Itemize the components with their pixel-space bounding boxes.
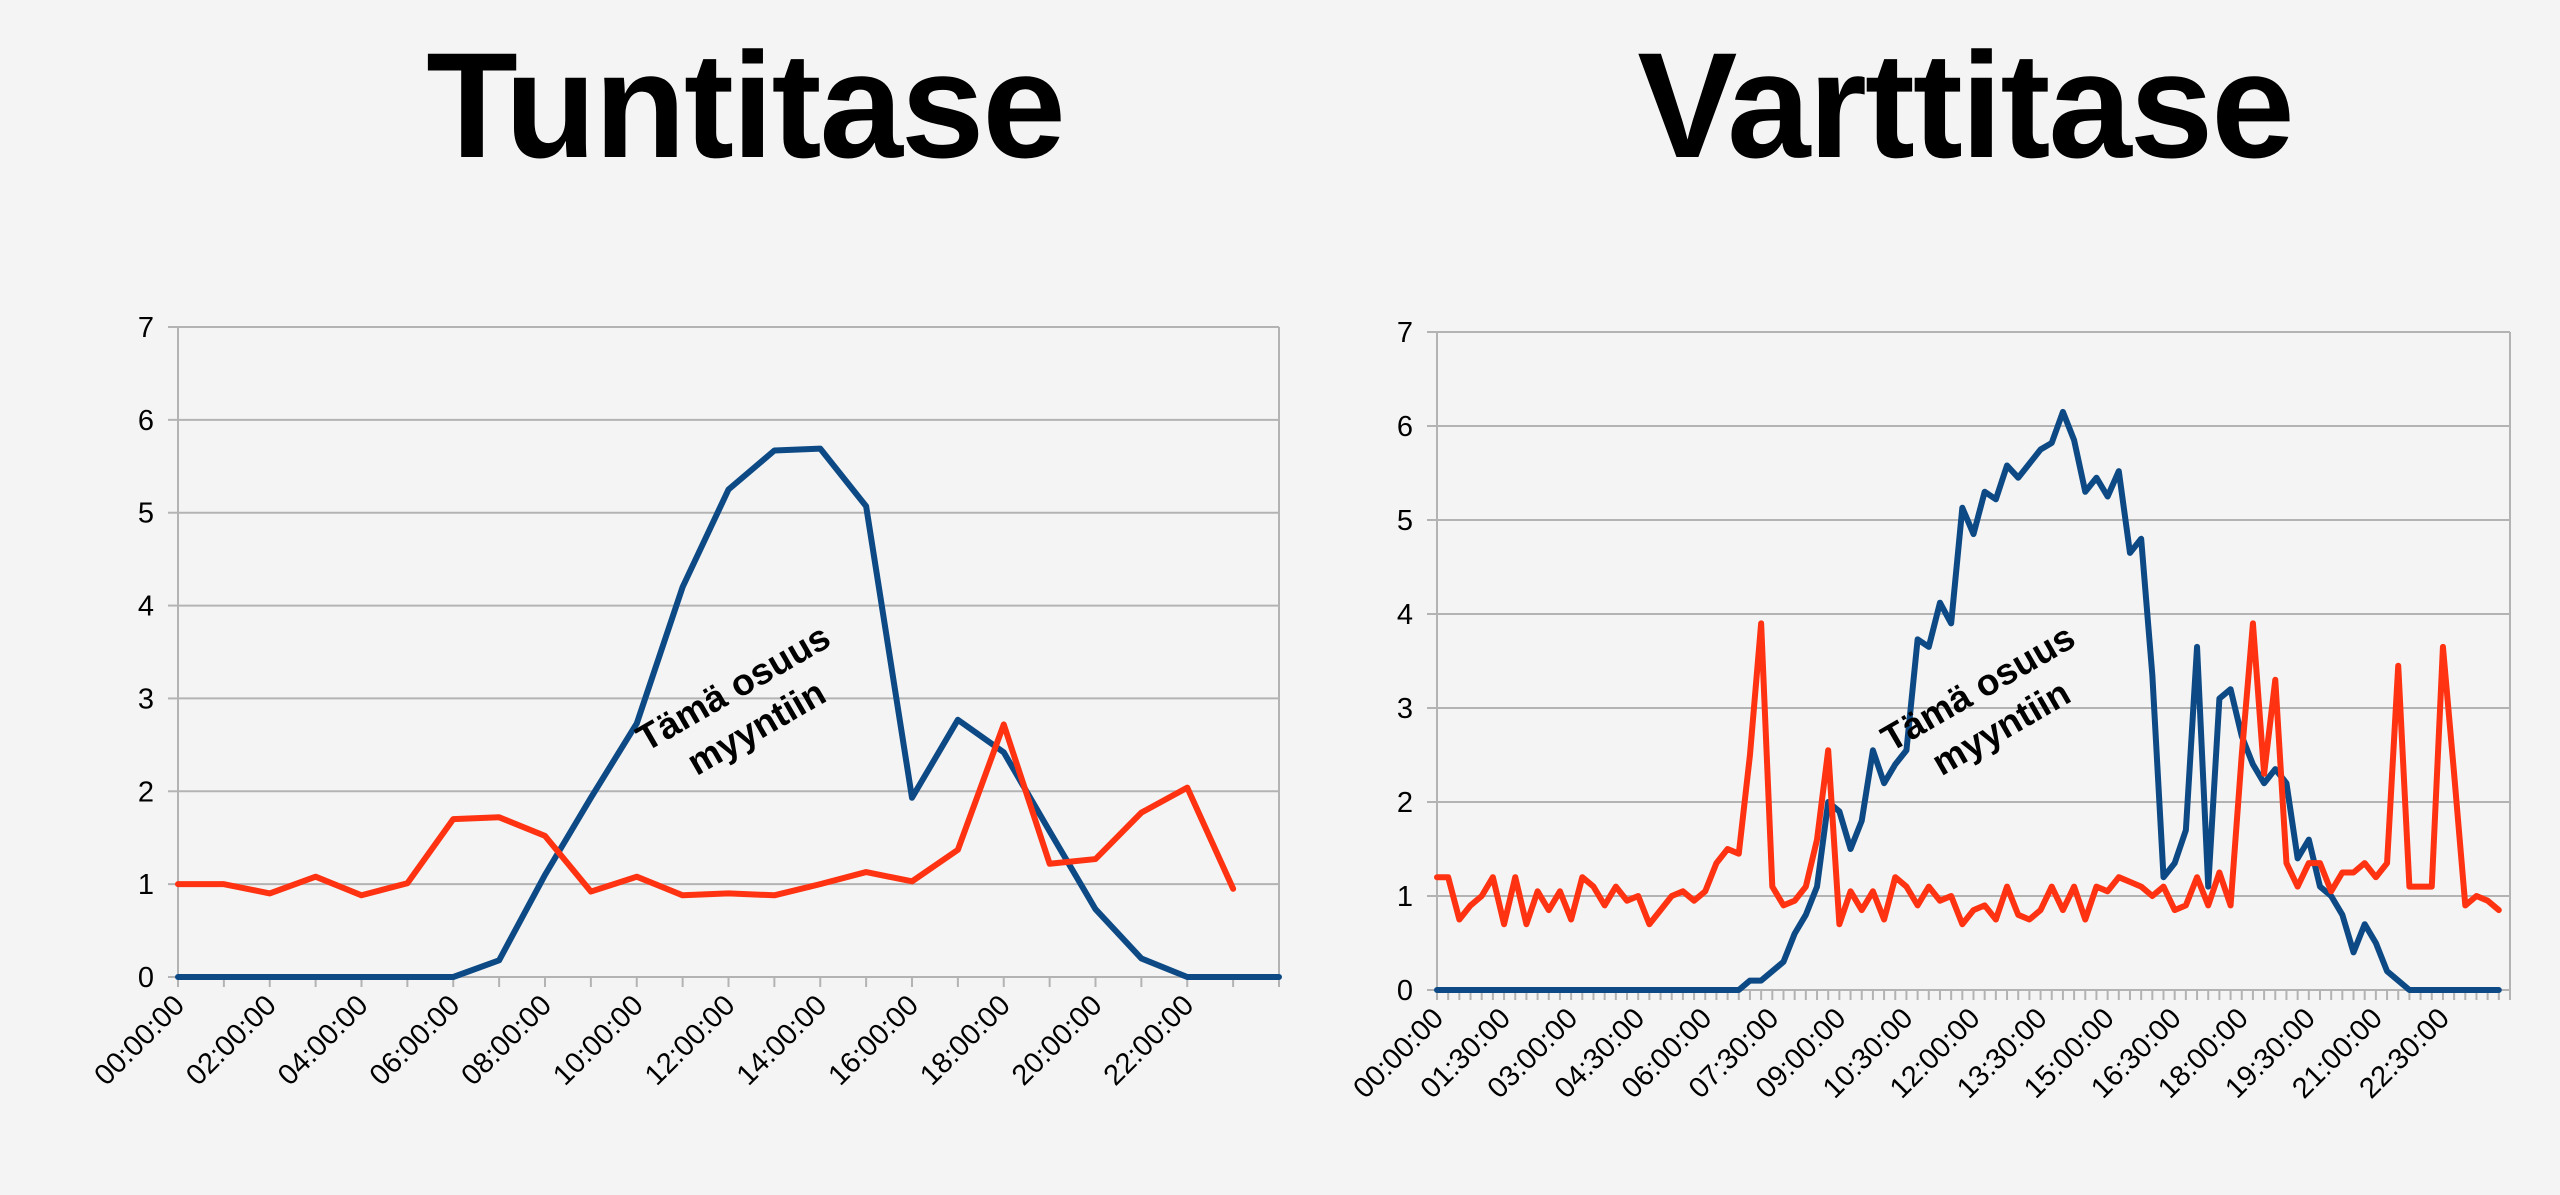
series-line-1 (175, 721, 1237, 899)
series-line-0 (175, 445, 1282, 980)
chart-title-tuntitase: Tuntitase (426, 21, 1066, 189)
y-tick-label: 2 (138, 776, 154, 808)
y-tick-label: 6 (138, 405, 154, 437)
y-tick-label: 6 (1397, 411, 1413, 443)
y-tick-label: 2 (1397, 787, 1413, 819)
chart-title-varttitase: Varttitase (1637, 21, 2294, 189)
y-tick-label: 5 (1397, 505, 1413, 537)
y-tick-label: 1 (1397, 881, 1413, 913)
y-tick-label: 5 (138, 498, 154, 530)
y-tick-label: 7 (138, 312, 154, 344)
y-tick-label: 7 (1397, 317, 1413, 349)
y-tick-label: 4 (138, 591, 154, 623)
y-tick-label: 1 (138, 869, 154, 901)
series-line-0 (1434, 408, 2502, 993)
y-tick-label: 0 (1397, 975, 1413, 1007)
series-line-1 (1434, 620, 2502, 928)
y-tick-label: 3 (1397, 693, 1413, 725)
y-tick-label: 4 (1397, 599, 1413, 631)
y-tick-label: 3 (138, 683, 154, 715)
y-tick-label: 0 (138, 962, 154, 994)
